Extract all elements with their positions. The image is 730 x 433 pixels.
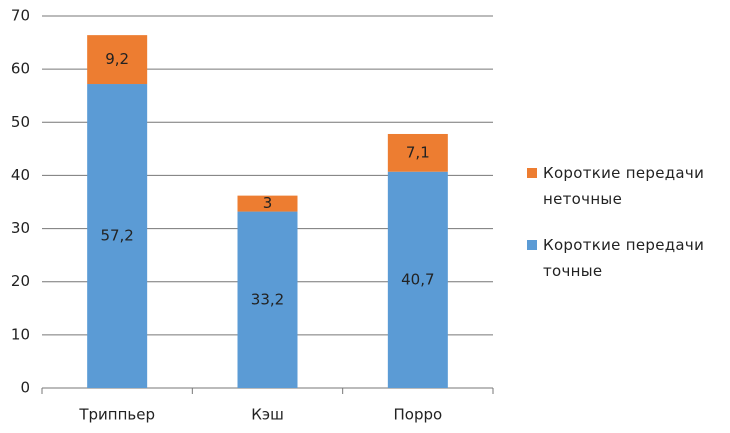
plot: 0 10 20 30 40 50 60 70 Триппьер 57,2 9,2 Кэш 33,2 3 По…: [11, 7, 494, 424]
x-tick-label: Порро: [393, 406, 442, 424]
legend-label: Короткие передачи неточные: [543, 164, 705, 208]
legend-item: Короткие передачи точные: [527, 232, 727, 284]
y-tick-label: 40: [11, 166, 30, 184]
y-tick-label: 60: [11, 60, 30, 78]
y-tick-label: 70: [11, 7, 30, 25]
legend-label: Короткие передачи точные: [543, 236, 705, 280]
legend-swatch: [527, 240, 537, 250]
bar-segment: [87, 84, 148, 388]
x-tick-label: Триппьер: [78, 406, 155, 424]
data-label: 3: [263, 194, 273, 212]
data-label: 40,7: [401, 270, 434, 288]
legend: Короткие передачи неточные Короткие перед…: [527, 160, 727, 304]
bar-segment: [237, 195, 298, 212]
legend-item: Короткие передачи неточные: [527, 160, 727, 212]
bar-segment: [387, 133, 448, 172]
y-tick-label: 20: [11, 272, 30, 290]
data-label: 57,2: [100, 227, 133, 245]
bar-segment: [87, 35, 148, 85]
y-tick-label: 30: [11, 219, 30, 237]
data-label: 9,2: [105, 50, 129, 68]
bar-segment: [387, 171, 448, 388]
legend-swatch: [527, 168, 537, 178]
data-label: 33,2: [251, 290, 284, 308]
x-tick-label: Кэш: [251, 406, 284, 424]
y-tick-label: 50: [11, 113, 30, 131]
data-label: 7,1: [406, 143, 430, 161]
y-tick-label: 10: [11, 325, 30, 343]
y-tick-label: 0: [20, 379, 30, 397]
bar-segment: [237, 211, 298, 388]
